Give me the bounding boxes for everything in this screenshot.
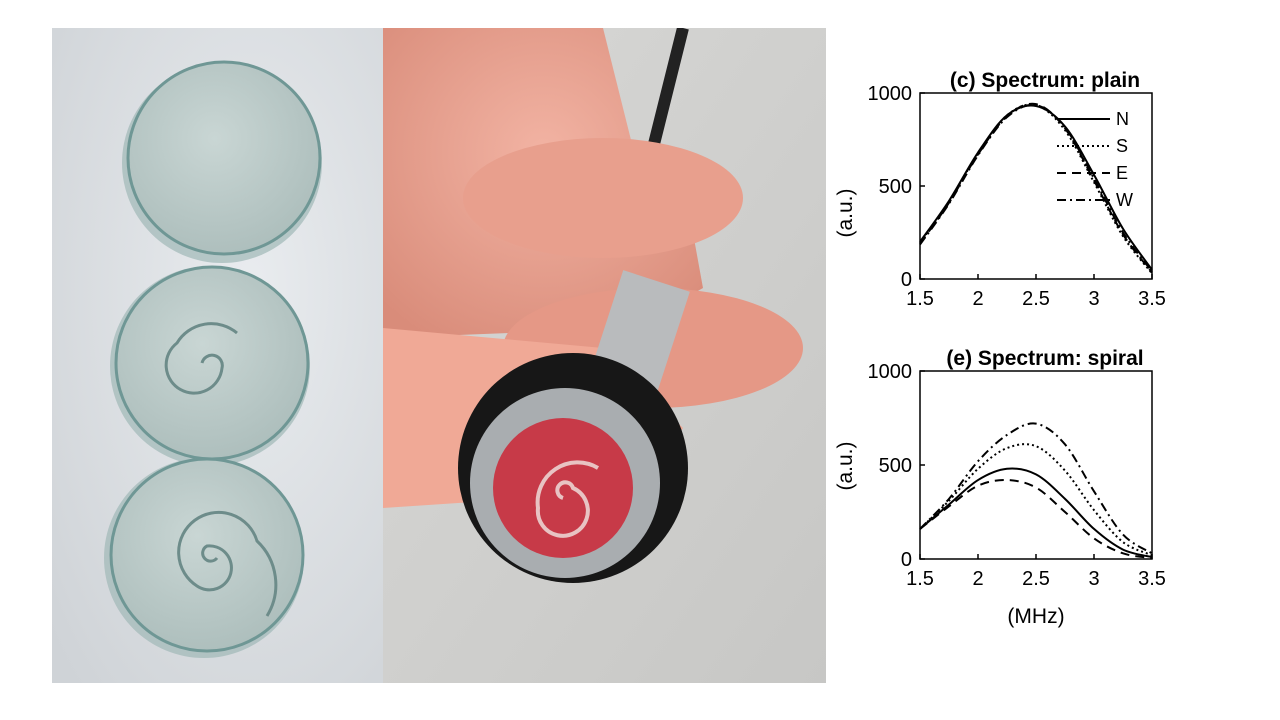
series-line-n <box>919 104 1153 271</box>
x-tick-label: 2 <box>972 288 983 310</box>
legend-label-e: E <box>1116 163 1128 183</box>
series-line-e <box>919 479 1153 560</box>
x-tick-label: 1.5 <box>906 288 934 310</box>
spectrum-charts: (c) Spectrum: plain (a.u.) 1.5 2 2.5 3 3.5 0 5… <box>834 69 1166 628</box>
legend-label-n: N <box>1116 109 1129 129</box>
series-line-n <box>919 467 1153 559</box>
series-line-e <box>919 102 1153 274</box>
legend-label-s: S <box>1116 136 1128 156</box>
plot-area-spiral <box>919 370 1153 560</box>
photo-lens-samples <box>52 28 383 683</box>
y-tick-label: 500 <box>879 455 912 477</box>
lens-spiral-small <box>110 265 310 466</box>
x-tick-label: 2 <box>972 568 983 590</box>
series-line-w <box>919 422 1153 555</box>
x-tick-label: 2.5 <box>1022 288 1050 310</box>
y-tick-label: 500 <box>879 176 912 198</box>
photo-transducer-hand <box>383 28 826 683</box>
y-tick-label: 0 <box>901 549 912 571</box>
y-tick-label: 1000 <box>868 361 913 383</box>
x-tick-label: 2.5 <box>1022 568 1050 590</box>
x-tick-label: 3.5 <box>1138 288 1166 310</box>
chart-spectrum-plain: (c) Spectrum: plain (a.u.) 1.5 2 2.5 3 3.5 0 5… <box>834 69 1166 310</box>
series-line-s <box>919 103 1153 275</box>
x-tick-label: 1.5 <box>906 568 934 590</box>
x-tick-label: 3.5 <box>1138 568 1166 590</box>
chart-title-spiral: (e) Spectrum: spiral <box>946 347 1143 370</box>
chart-spectrum-spiral: (e) Spectrum: spiral (a.u.) 1.5 2 2.5 3 3.5 0… <box>834 347 1166 628</box>
lens-plain <box>122 60 322 263</box>
lens-spiral-large <box>104 457 305 658</box>
chart-title-plain: (c) Spectrum: plain <box>950 69 1140 92</box>
legend-label-w: W <box>1116 190 1133 210</box>
x-tick-label: 3 <box>1088 288 1099 310</box>
y-axis-label-plain: (a.u.) <box>834 188 857 237</box>
y-axis-label-spiral: (a.u.) <box>834 441 857 490</box>
y-tick-label: 0 <box>901 269 912 291</box>
x-axis-label-spiral: (MHz) <box>1007 605 1064 628</box>
y-tick-label: 1000 <box>868 83 913 105</box>
series-line-w <box>919 103 1153 273</box>
x-tick-label: 3 <box>1088 568 1099 590</box>
